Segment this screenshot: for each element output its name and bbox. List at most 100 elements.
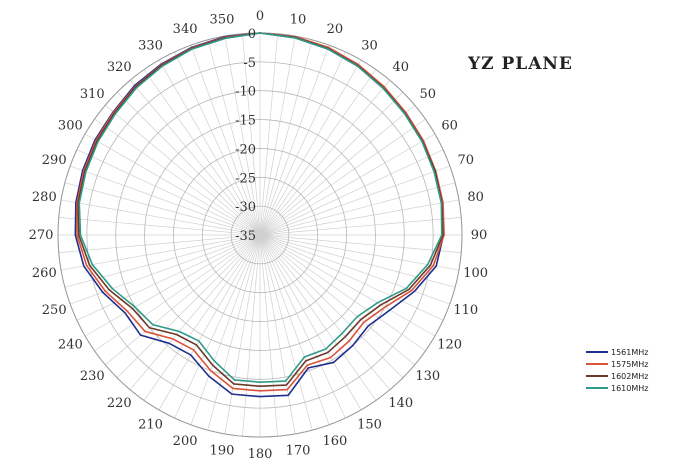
spoke-gridline [64,182,261,236]
legend-swatch [586,387,608,389]
spoke-gridline [259,234,415,366]
angle-tick-label: 80 [467,190,484,205]
legend-label: 1602MHz [611,371,649,381]
spoke-gridline [64,234,261,288]
series-line [76,32,445,392]
legend-entry: 1610MHz [586,382,648,394]
spoke-gridline [76,149,261,236]
spoke-gridline [259,234,456,288]
ring-gridline [230,205,290,265]
legend-entry: 1602MHz [586,370,648,382]
spoke-gridline [259,118,426,236]
radial-tick-label: -25 [235,171,256,186]
polar-grid [57,32,463,438]
ring-gridline [115,90,405,380]
spoke-gridline [259,104,415,236]
angle-tick-label: 310 [80,87,105,102]
angle-tick-label: 320 [107,60,132,75]
spoke-gridline [259,39,313,236]
spoke-gridline [259,69,377,236]
spoke-gridline [259,234,391,390]
spoke-gridline [259,182,456,236]
spoke-gridline [129,234,261,390]
angle-tick-label: 150 [357,418,382,433]
angle-tick-label: 300 [58,119,83,134]
spoke-gridline [259,234,330,425]
legend: 1561MHz 1575MHz 1602MHz 1610MHz [586,346,648,394]
angle-tick-label: 180 [248,447,273,462]
angle-tick-label: 220 [107,396,132,411]
spoke-gridline [174,234,261,419]
ring-gridline [86,61,434,409]
series-line [78,32,443,383]
angle-tick-label: 210 [138,418,163,433]
ring-gridline [144,119,376,351]
spoke-gridline [143,69,261,236]
spoke-gridline [259,217,462,236]
angle-tick-label: 340 [173,22,198,37]
spoke-gridline [259,199,459,236]
angle-tick-label: 270 [29,228,54,243]
spoke-gridline [259,234,426,352]
spoke-gridline [94,118,261,236]
spoke-gridline [259,234,462,253]
spoke-gridline [129,80,261,236]
angle-tick-label: 250 [42,303,67,318]
angle-tick-label: 130 [415,369,440,384]
spoke-gridline [61,234,261,271]
spoke-gridline [190,234,261,425]
spoke-gridline [84,234,261,337]
spoke-gridline [224,234,261,434]
spoke-gridline [259,234,278,437]
spoke-gridline [259,234,377,401]
radial-tick-label: -35 [235,229,256,244]
angle-tick-label: 20 [327,22,344,37]
legend-swatch [586,363,608,365]
spoke-gridline [259,234,346,419]
legend-label: 1575MHz [611,359,649,369]
legend-swatch [586,375,608,377]
angle-tick-label: 160 [322,434,347,449]
chart-title: YZ PLANE [468,54,573,74]
spoke-gridline [207,234,261,431]
ring-gridline [201,176,319,294]
angle-tick-label: 100 [463,266,488,281]
radial-tick-label: -20 [235,142,256,157]
angle-tick-label: 240 [58,338,83,353]
spoke-gridline [259,59,362,236]
radial-tick-label: 0 [248,27,256,42]
angle-tick-label: 120 [437,338,462,353]
spoke-gridline [242,234,261,437]
spoke-gridline [174,51,261,236]
legend-entry: 1561MHz [586,346,648,358]
spoke-gridline [259,51,346,236]
spoke-gridline [70,234,261,305]
spoke-gridline [158,59,261,236]
angle-tick-label: 90 [471,228,488,243]
legend-swatch [586,351,608,353]
angle-tick-label: 110 [453,303,478,318]
spoke-gridline [259,91,404,236]
spoke-gridline [105,104,261,236]
spoke-gridline [116,234,261,379]
angle-tick-label: 30 [361,38,378,53]
angle-tick-label: 40 [392,60,409,75]
legend-entry: 1575MHz [586,358,648,370]
radial-tick-label: -10 [235,85,256,100]
spoke-gridline [84,133,261,236]
angle-tick-label: 70 [458,153,475,168]
angle-tick-label: 330 [138,38,163,53]
spoke-gridline [76,234,261,321]
series-layer [74,32,445,398]
spoke-gridline [58,234,261,253]
legend-label: 1561MHz [611,347,649,357]
spoke-gridline [259,234,296,434]
spoke-gridline [70,165,261,236]
angle-tick-label: 260 [32,266,57,281]
spoke-gridline [242,33,261,236]
spoke-gridline [259,234,444,321]
angle-tick-label: 190 [210,444,235,459]
angle-tick-label: 280 [32,190,57,205]
spoke-gridline [190,45,261,236]
